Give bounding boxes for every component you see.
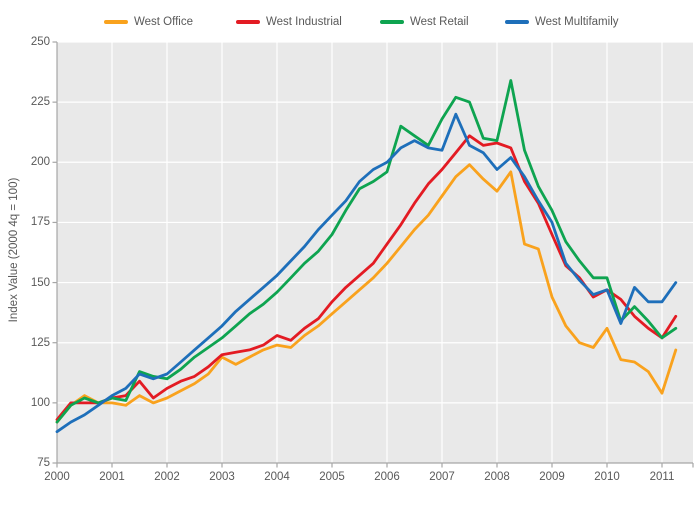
legend-label: West Office: [134, 16, 194, 28]
x-tick-label: 2011: [649, 471, 675, 483]
x-tick-label: 2009: [539, 471, 565, 483]
x-tick-label: 2003: [209, 471, 235, 483]
x-tick-label: 2008: [484, 471, 510, 483]
x-tick-label: 2005: [319, 471, 345, 483]
legend-swatch-west-retail: [380, 20, 404, 24]
legend-swatch-west-multifamily: [505, 20, 529, 24]
y-tick-label: 175: [30, 216, 50, 229]
x-tick-label: 2007: [429, 471, 455, 483]
y-tick-label: 75: [37, 457, 50, 469]
legend-item-west-retail: West Retail: [380, 14, 469, 30]
series-line-west-office: [55, 163, 678, 424]
legend-label: West Multifamily: [535, 16, 619, 28]
legend-label: West Retail: [410, 16, 469, 28]
x-tick-label: 2010: [594, 471, 620, 483]
y-tick-label: 200: [30, 156, 50, 169]
x-tick-label: 2000: [44, 471, 70, 483]
x-tick-label: 2001: [99, 471, 125, 483]
legend-label: West Industrial: [266, 16, 342, 28]
legend-swatch-west-office: [104, 20, 128, 24]
series-line-west-multifamily: [55, 112, 678, 434]
x-tick-label: 2002: [154, 471, 180, 483]
y-tick-label: 100: [30, 396, 50, 409]
legend-item-west-industrial: West Industrial: [236, 14, 342, 30]
y-tick-label: 225: [30, 96, 50, 109]
legend-item-west-office: West Office: [104, 14, 193, 30]
y-tick-label: 125: [30, 336, 50, 349]
legend-item-west-multifamily: West Multifamily: [505, 14, 619, 30]
y-tick-label: 250: [30, 36, 50, 48]
y-tick-label: 150: [30, 276, 50, 289]
x-tick-label: 2004: [264, 471, 290, 483]
legend-swatch-west-industrial: [236, 20, 260, 24]
plot-background: [57, 42, 693, 463]
x-tick-label: 2006: [374, 471, 400, 483]
